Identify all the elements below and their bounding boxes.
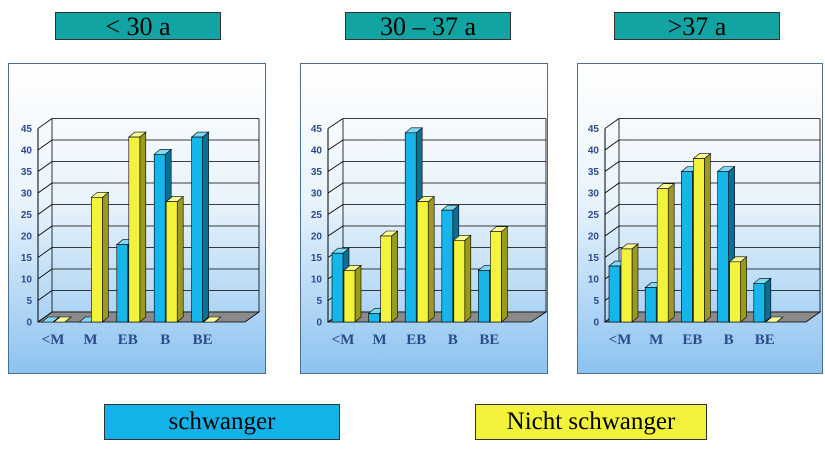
- y-tick-label: 20: [588, 232, 600, 243]
- chart-svg-1: 0 5 10 15 20 25 30 35 40 45 <M M EB B BE: [21, 118, 261, 348]
- bar-nicht-schwanger-B: [728, 256, 748, 323]
- chart-panel-3: 0 5 10 15 20 25 30 35 40 45 <M M EB B BE: [577, 63, 823, 374]
- bar-nicht-schwanger-BE: [764, 316, 784, 323]
- grid-diag: [327, 182, 344, 194]
- bar-nicht-schwanger-BE: [202, 316, 222, 323]
- grid-diag: [604, 139, 620, 151]
- chart-panel-1: 0 5 10 15 20 25 30 35 40 45 <M M EB B BE: [8, 63, 266, 374]
- grid-diag: [327, 139, 344, 151]
- grid-diag: [37, 139, 53, 151]
- x-tick-label: BE: [193, 332, 213, 348]
- y-tick-label: 25: [21, 210, 33, 221]
- chart-title-1: < 30 a: [55, 12, 221, 41]
- y-tick-label: 30: [311, 189, 323, 200]
- bar-nicht-schwanger-EB: [692, 152, 712, 323]
- y-tick-label: 15: [588, 253, 600, 264]
- y-tick-label: 20: [21, 232, 33, 243]
- y-tick-label: 25: [588, 210, 600, 221]
- y-tick-label: 10: [588, 275, 600, 286]
- chart-title-2: 30 – 37 a: [345, 12, 511, 41]
- bar-schwanger-BE: [190, 131, 210, 323]
- legend-nicht-schwanger: Nicht schwanger: [475, 404, 707, 440]
- grid-diag: [604, 204, 620, 215]
- grid-diag: [37, 204, 53, 215]
- bar-schwanger-<M: [41, 316, 60, 323]
- bar-nicht-schwanger-<M: [53, 316, 72, 323]
- y-tick-label: 45: [588, 124, 600, 135]
- y-tick-label: 40: [21, 146, 33, 157]
- x-tick-label: EB: [682, 332, 702, 348]
- legend-schwanger: schwanger: [104, 404, 340, 440]
- y-tick-label: 5: [316, 296, 322, 307]
- y-tick-label: 15: [311, 253, 323, 264]
- y-tick-label: 15: [21, 253, 33, 264]
- grid-diag: [37, 268, 53, 280]
- bar-nicht-schwanger-EB: [127, 131, 147, 323]
- grid-diag: [327, 225, 344, 237]
- grid-diag: [37, 118, 53, 129]
- y-tick-label: 40: [588, 146, 600, 157]
- y-tick-label: 10: [21, 275, 33, 286]
- chart-panel-2: 0 5 10 15 20 25 30 35 40 45 <M M EB B BE: [300, 63, 548, 374]
- x-tick-label: BE: [479, 332, 499, 348]
- grid-diag: [37, 182, 53, 194]
- grid-diag: [327, 118, 344, 129]
- y-tick-label: 0: [316, 318, 322, 329]
- bar-schwanger-BE: [752, 277, 772, 323]
- x-tick-label: B: [724, 332, 734, 348]
- grid-diag: [604, 182, 620, 194]
- grid-diag: [37, 247, 53, 258]
- chart-svg-2: 0 5 10 15 20 25 30 35 40 45 <M M EB B BE: [311, 118, 548, 348]
- x-tick-label: <M: [332, 332, 355, 348]
- y-tick-label: 35: [311, 167, 323, 178]
- y-tick-label: 35: [21, 167, 33, 178]
- grid-diag: [604, 118, 620, 129]
- x-tick-label: EB: [406, 332, 426, 348]
- grid-diag: [604, 247, 620, 258]
- bar-nicht-schwanger-M: [656, 183, 676, 323]
- x-tick-label: B: [160, 332, 170, 348]
- y-tick-label: 40: [311, 146, 323, 157]
- grid-diag: [37, 290, 53, 301]
- bar-nicht-schwanger-EB: [416, 195, 436, 323]
- bar-nicht-schwanger-BE: [489, 226, 509, 323]
- plot-area: [36, 118, 261, 323]
- x-tick-label: M: [373, 332, 387, 348]
- bar-nicht-schwanger-M: [90, 191, 110, 323]
- bar-nicht-schwanger-B: [165, 195, 185, 323]
- y-tick-label: 35: [588, 167, 600, 178]
- grid-diag: [37, 225, 53, 237]
- y-tick-label: 30: [588, 189, 600, 200]
- y-tick-label: 25: [311, 210, 323, 221]
- grid-diag: [604, 161, 620, 172]
- grid-diag: [604, 225, 620, 237]
- bar-nicht-schwanger-B: [452, 234, 472, 323]
- grid-diag: [37, 161, 53, 172]
- grid-diag: [327, 204, 344, 215]
- y-tick-label: 5: [26, 296, 32, 307]
- y-tick-label: 30: [21, 189, 33, 200]
- x-tick-label: B: [448, 332, 458, 348]
- y-tick-label: 45: [21, 124, 33, 135]
- y-tick-label: 10: [311, 275, 323, 286]
- x-tick-label: EB: [118, 332, 138, 348]
- x-tick-label: <M: [42, 332, 65, 348]
- bar-nicht-schwanger-<M: [620, 243, 639, 323]
- bar-nicht-schwanger-<M: [343, 264, 362, 323]
- y-tick-label: 45: [311, 124, 323, 135]
- x-tick-label: BE: [755, 332, 775, 348]
- grid-diag: [327, 161, 344, 172]
- y-tick-label: 20: [311, 232, 323, 243]
- y-tick-label: 0: [593, 318, 599, 329]
- x-tick-label: <M: [609, 332, 632, 348]
- x-tick-label: M: [83, 332, 97, 348]
- chart-title-3: >37 a: [614, 12, 780, 41]
- y-tick-label: 0: [26, 318, 32, 329]
- bar-nicht-schwanger-M: [379, 230, 399, 323]
- chart-svg-3: 0 5 10 15 20 25 30 35 40 45 <M M EB B BE: [588, 118, 822, 348]
- y-tick-label: 5: [593, 296, 599, 307]
- x-tick-label: M: [649, 332, 663, 348]
